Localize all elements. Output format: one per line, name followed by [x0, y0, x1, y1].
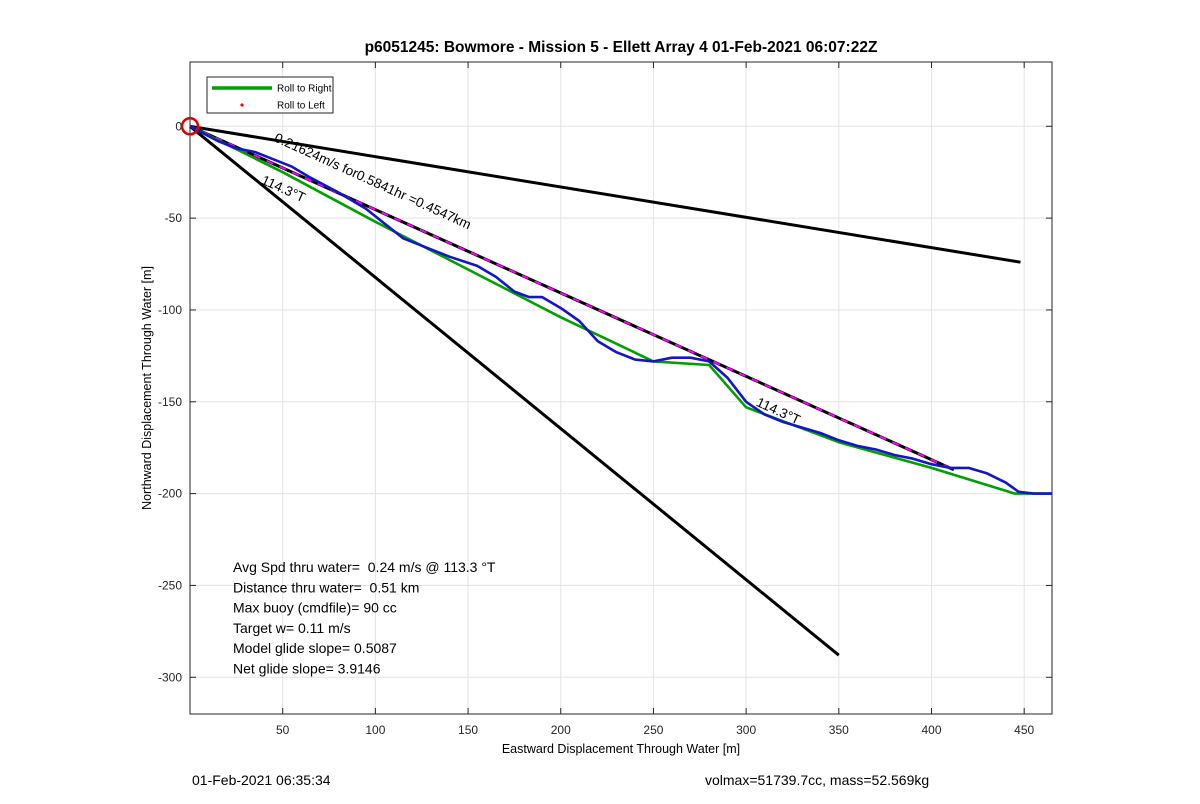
legend-label: Roll to Right [277, 84, 332, 95]
footer-timestamp: 01-Feb-2021 06:35:34 [192, 772, 331, 788]
x-tick-label: 250 [643, 723, 663, 737]
x-tick-label: 400 [921, 723, 941, 737]
plot-area [190, 62, 1052, 714]
chart-title: p6051245: Bowmore - Mission 5 - Ellett A… [365, 39, 878, 56]
x-tick-label: 200 [551, 723, 571, 737]
reference-line [189, 124, 1021, 264]
y-tick-label: -200 [158, 487, 182, 501]
x-axis-ticks: 50 100 150 200 250 300 350 400 450 [276, 62, 1035, 737]
y-tick-label: -100 [158, 303, 182, 317]
legend-label: Roll to Left [277, 101, 325, 112]
reference-lines [189, 124, 1021, 657]
x-tick-label: 100 [365, 723, 385, 737]
stat-line: Model glide slope= 0.5087 [233, 640, 397, 656]
stat-line: Target w= 0.11 m/s [233, 620, 351, 636]
series-line [189, 125, 1052, 495]
legend-swatch-dot [240, 103, 244, 107]
footer-summary: volmax=51739.7cc, mass=52.569kg [705, 772, 930, 788]
start-marker [180, 117, 200, 136]
stats-block: Avg Spd thru water= 0.24 m/s @ 113.3 °T D… [233, 559, 496, 677]
stat-line: Net glide slope= 3.9146 [233, 661, 381, 677]
y-axis-label: Northward Displacement Through Water [m] [140, 266, 154, 510]
x-tick-label: 350 [829, 723, 849, 737]
legend-box [206, 76, 334, 114]
series-line [189, 125, 1052, 495]
y-tick-label: -150 [158, 395, 182, 409]
x-tick-label: 150 [458, 723, 478, 737]
series [189, 125, 1052, 495]
stat-line: Distance thru water= 0.51 km [233, 579, 419, 595]
x-tick-label: 450 [1014, 723, 1034, 737]
y-axis-ticks: 0 -50 -100 -150 -200 -250 -300 [158, 119, 1052, 684]
axes-frame [189, 61, 1053, 715]
y-tick-label: -50 [165, 211, 183, 225]
stat-line: Avg Spd thru water= 0.24 m/s @ 113.3 °T [233, 559, 496, 575]
y-tick-label: -300 [158, 670, 182, 684]
reference-line [189, 124, 955, 472]
y-tick-label: -250 [158, 578, 182, 592]
reference-line [189, 125, 840, 657]
y-tick-label: 0 [175, 119, 182, 133]
x-axis-label: Eastward Displacement Through Water [m] [502, 742, 740, 756]
legend: Roll to Right Roll to Left [206, 76, 334, 114]
x-tick-label: 50 [276, 723, 290, 737]
stat-line: Max buoy (cmdfile)= 90 cc [233, 600, 397, 616]
x-tick-label: 300 [736, 723, 756, 737]
